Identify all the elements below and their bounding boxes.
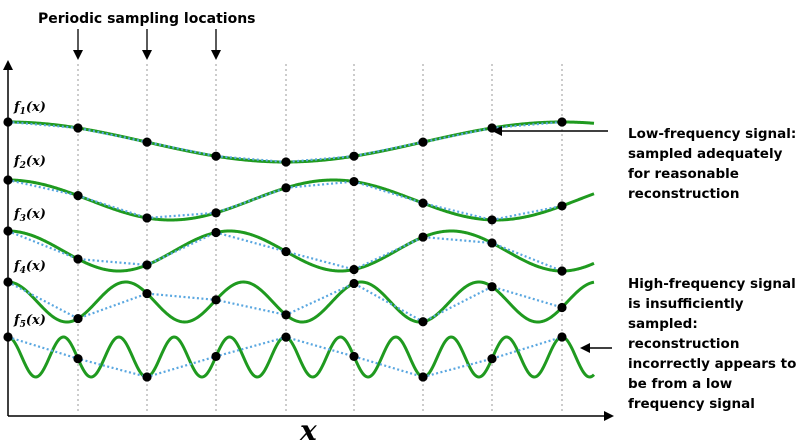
sample-point — [281, 157, 291, 167]
low-frequency-text: Low-frequency signal: sampled adequately… — [628, 126, 801, 202]
sample-point — [211, 151, 221, 161]
sample-point — [557, 201, 567, 211]
sample-point — [73, 191, 83, 201]
sample-point — [211, 295, 221, 305]
sample-point — [487, 215, 497, 225]
sample-point — [73, 123, 83, 133]
sample-point — [349, 278, 359, 289]
high-frequency-text: High-frequency signal is insufficiently … — [628, 276, 801, 412]
sample-point — [487, 354, 497, 364]
reconstruction-line-f5 — [7, 335, 563, 379]
sample-point — [142, 213, 152, 223]
sample-point — [349, 264, 359, 275]
sample-point — [3, 175, 13, 185]
signals-group — [3, 117, 596, 382]
sampling-arrows — [73, 29, 221, 60]
sample-point — [142, 288, 152, 299]
signal-label-f3: f3(x) — [13, 207, 46, 224]
signal-label-f2: f2(x) — [13, 154, 46, 171]
sample-point — [281, 310, 291, 320]
signal-labels: f1(x) f2(x) f3(x) f4(x) f5(x) — [13, 100, 46, 330]
sample-point — [557, 302, 567, 313]
signal-label-f5: f5(x) — [13, 313, 46, 330]
sample-point — [3, 277, 13, 287]
axes — [2, 60, 614, 421]
sample-point — [211, 351, 221, 362]
signal-curve-f1 — [8, 120, 595, 164]
signal-curve-f3 — [7, 229, 595, 273]
sample-point — [211, 208, 221, 218]
reconstruction-line-f2 — [7, 178, 563, 222]
sample-point — [3, 332, 13, 342]
sample-point — [3, 117, 13, 127]
x-axis-label: x — [299, 414, 317, 442]
sample-point — [487, 282, 497, 292]
sample-point — [418, 232, 428, 242]
sample-point — [418, 137, 428, 147]
sample-point — [418, 372, 428, 382]
signal-curve-f5 — [7, 335, 596, 379]
signal-label-f1: f1(x) — [13, 100, 46, 117]
sampling-locations-label: Periodic sampling locations — [38, 11, 256, 27]
sample-point — [349, 151, 359, 161]
sample-point — [142, 137, 152, 147]
sample-point — [281, 246, 291, 257]
sample-point — [73, 254, 83, 264]
sample-point — [349, 351, 359, 362]
high-frequency-annotation: High-frequency signal is insufficiently … — [580, 276, 801, 412]
low-frequency-annotation: Low-frequency signal: sampled adequately… — [492, 126, 801, 202]
sample-point — [557, 332, 567, 342]
sample-point — [487, 238, 497, 248]
sample-point — [557, 117, 567, 127]
signal-curve-f4 — [7, 280, 595, 324]
sample-point — [418, 317, 428, 327]
sample-point — [281, 183, 291, 193]
sample-point — [73, 354, 83, 364]
sample-point — [142, 260, 152, 270]
sample-point — [281, 332, 291, 342]
sample-point — [3, 226, 13, 236]
sample-point — [142, 372, 152, 382]
signal-label-f4: f4(x) — [13, 259, 46, 276]
reconstruction-line-f1 — [7, 120, 563, 164]
sample-point — [418, 198, 428, 208]
sample-point — [557, 266, 567, 276]
sample-point — [73, 313, 83, 324]
sample-point — [349, 176, 359, 187]
sample-point — [211, 227, 221, 238]
